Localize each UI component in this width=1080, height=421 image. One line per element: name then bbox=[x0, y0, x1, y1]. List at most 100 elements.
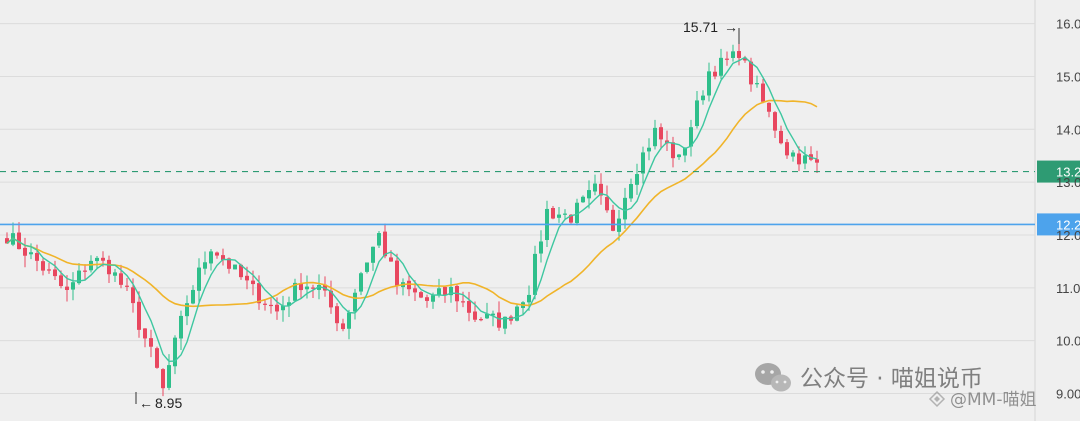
candle-body bbox=[803, 155, 807, 164]
watermark: 公众号 · 喵姐说币 @MM-喵姐 bbox=[755, 363, 1036, 410]
candle-body bbox=[23, 247, 27, 256]
candle-body bbox=[269, 304, 273, 307]
candles bbox=[5, 38, 819, 397]
candle-body bbox=[83, 270, 87, 272]
candle-body bbox=[383, 231, 387, 257]
candle-body bbox=[377, 233, 381, 246]
candle-body bbox=[341, 323, 345, 330]
candle-body bbox=[149, 338, 153, 347]
candle-body bbox=[35, 253, 39, 261]
candle-body bbox=[791, 152, 795, 157]
low-arrow-icon: ← bbox=[139, 395, 153, 411]
y-tick-label: 13.00 bbox=[1056, 175, 1080, 190]
candle-body bbox=[647, 147, 651, 152]
candle-body bbox=[599, 183, 603, 196]
price-badge-label: 13.2 bbox=[1056, 165, 1080, 180]
candle-body bbox=[431, 295, 435, 302]
candle-body bbox=[47, 269, 51, 271]
candle-body bbox=[251, 280, 255, 285]
candle-body bbox=[215, 252, 219, 256]
candle-body bbox=[743, 57, 747, 61]
candle-body bbox=[389, 257, 393, 262]
candle-body bbox=[161, 369, 165, 389]
candle-body bbox=[173, 337, 177, 367]
candle-body bbox=[59, 275, 63, 287]
candle-body bbox=[815, 159, 819, 163]
candle-body bbox=[335, 306, 339, 324]
y-tick-label: 9.00 bbox=[1056, 386, 1080, 401]
candle-body bbox=[575, 202, 579, 224]
candle-body bbox=[191, 289, 195, 304]
candle-body bbox=[701, 95, 705, 101]
candle-body bbox=[329, 290, 333, 308]
candle-body bbox=[539, 241, 543, 254]
candle-body bbox=[761, 83, 765, 102]
candle-body bbox=[95, 257, 99, 262]
candle-body bbox=[563, 213, 567, 215]
grid bbox=[0, 0, 1036, 421]
price-lines: 13.2 12.2 bbox=[0, 160, 1080, 236]
candle-body bbox=[347, 312, 351, 329]
candle-body bbox=[203, 262, 207, 269]
candle-body bbox=[497, 312, 501, 328]
candle-body bbox=[359, 273, 363, 292]
candle-body bbox=[557, 214, 561, 218]
wechat-logo-icon bbox=[755, 363, 791, 392]
candle-body bbox=[275, 304, 279, 312]
y-tick-label: 10.00 bbox=[1056, 334, 1080, 349]
candle-body bbox=[713, 71, 717, 77]
candle-body bbox=[635, 174, 639, 185]
candle-body bbox=[707, 71, 711, 96]
candle-body bbox=[503, 316, 507, 329]
candle-body bbox=[227, 258, 231, 269]
ma-fast-line bbox=[6, 56, 818, 363]
candle-body bbox=[725, 58, 729, 60]
candle-body bbox=[683, 147, 687, 156]
candle-body bbox=[299, 283, 303, 291]
candle-body bbox=[461, 301, 465, 303]
candle-body bbox=[797, 153, 801, 165]
candle-body bbox=[293, 282, 297, 301]
high-arrow-icon: → bbox=[724, 19, 738, 35]
candle-body bbox=[371, 246, 375, 263]
candle-body bbox=[17, 232, 21, 250]
candle-body bbox=[305, 286, 309, 290]
candle-body bbox=[155, 348, 159, 368]
candle-body bbox=[5, 238, 9, 244]
candle-body bbox=[719, 57, 723, 76]
candle-body bbox=[491, 313, 495, 316]
annotations: 15.71 → ← 8.95 bbox=[135, 19, 740, 411]
candle-body bbox=[749, 61, 753, 85]
candle-body bbox=[263, 303, 267, 305]
candle-body bbox=[167, 365, 171, 388]
candle-body bbox=[533, 253, 537, 295]
candle-body bbox=[407, 280, 411, 290]
candle-body bbox=[107, 259, 111, 275]
candle-body bbox=[311, 287, 315, 289]
y-tick-label: 12.00 bbox=[1056, 228, 1080, 243]
candle-body bbox=[473, 311, 477, 320]
candle-body bbox=[245, 275, 249, 281]
candle-body bbox=[143, 328, 147, 339]
candle-body bbox=[53, 269, 57, 277]
candle-body bbox=[449, 286, 453, 296]
moving-averages bbox=[6, 56, 818, 363]
price-badge-1 bbox=[1037, 213, 1080, 236]
low-annotation: 8.95 bbox=[155, 395, 182, 411]
ma-slow-line bbox=[6, 99, 818, 308]
candle-body bbox=[353, 292, 357, 312]
candle-body bbox=[137, 301, 141, 330]
candle-body bbox=[221, 255, 225, 260]
candle-body bbox=[479, 319, 483, 321]
candle-body bbox=[767, 102, 771, 112]
candle-body bbox=[659, 127, 663, 140]
candle-body bbox=[131, 287, 135, 304]
candle-body bbox=[209, 251, 213, 264]
candle-body bbox=[443, 287, 447, 295]
candle-body bbox=[587, 190, 591, 199]
candle-body bbox=[185, 303, 189, 317]
candle-body bbox=[395, 260, 399, 286]
candle-body bbox=[677, 154, 681, 158]
candle-body bbox=[41, 261, 45, 271]
candle-body bbox=[653, 127, 657, 147]
